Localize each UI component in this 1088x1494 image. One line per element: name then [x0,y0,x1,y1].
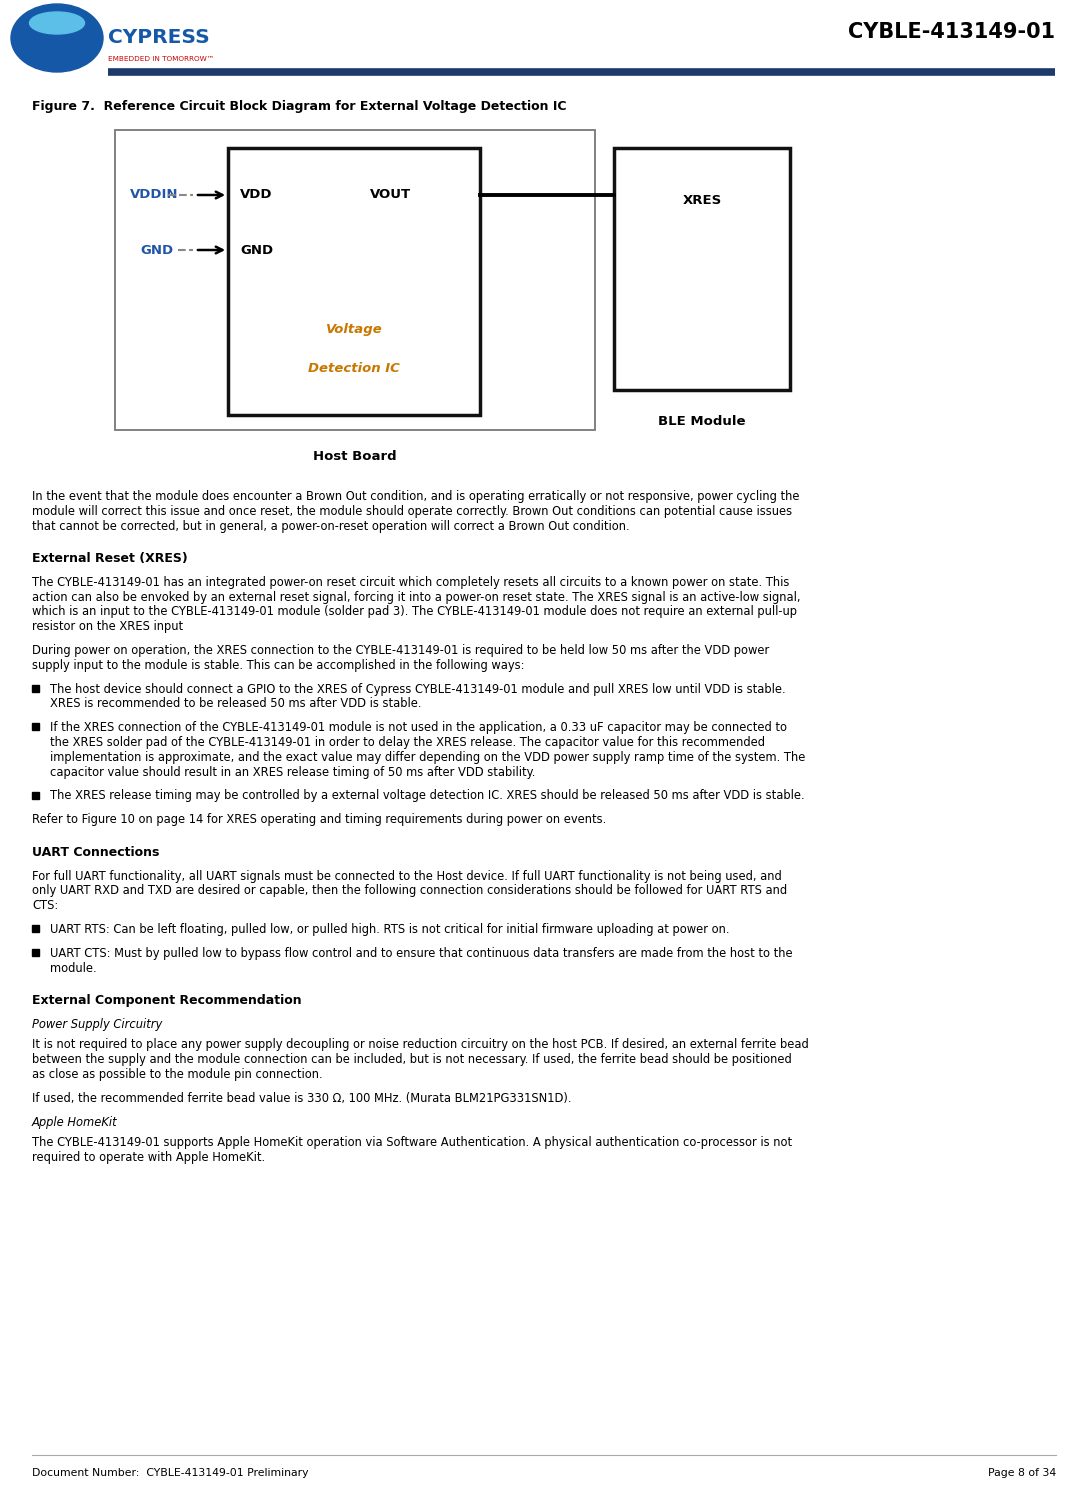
Text: XRES: XRES [682,194,721,206]
Text: VDDIN: VDDIN [129,188,178,202]
Text: CYPRESS: CYPRESS [108,28,210,46]
Text: EMBEDDED IN TOMORROW™: EMBEDDED IN TOMORROW™ [108,55,214,61]
Bar [32,925,39,932]
Ellipse shape [29,12,85,34]
Text: The CYBLE-413149-01 has an integrated power-on reset circuit which completely re: The CYBLE-413149-01 has an integrated po… [32,575,790,589]
Bar [32,684,39,692]
Text: only UART RXD and TXD are desired or capable, then the following connection cons: only UART RXD and TXD are desired or cap… [32,884,787,898]
Text: External Reset (XRES): External Reset (XRES) [32,553,188,565]
Text: XRES is recommended to be released 50 ms after VDD is stable.: XRES is recommended to be released 50 ms… [50,698,421,711]
Text: supply input to the module is stable. This can be accomplished in the following : supply input to the module is stable. Th… [32,659,524,672]
Bar [228,148,480,415]
Text: module.: module. [50,962,97,974]
Text: Host Board: Host Board [313,450,397,463]
Text: If the XRES connection of the CYBLE-413149-01 module is not used in the applicat: If the XRES connection of the CYBLE-4131… [50,722,787,734]
Text: Page 8 of 34: Page 8 of 34 [988,1469,1056,1478]
Text: UART CTS: Must by pulled low to bypass flow control and to ensure that continuou: UART CTS: Must by pulled low to bypass f… [50,947,793,959]
Text: CYBLE-413149-01: CYBLE-413149-01 [848,22,1055,42]
Text: GND: GND [140,244,173,257]
Text: Figure 7.  Reference Circuit Block Diagram for External Voltage Detection IC: Figure 7. Reference Circuit Block Diagra… [32,100,567,114]
Text: the XRES solder pad of the CYBLE-413149-01 in order to delay the XRES release. T: the XRES solder pad of the CYBLE-413149-… [50,737,765,748]
Text: capacitor value should result in an XRES release timing of 50 ms after VDD stabi: capacitor value should result in an XRES… [50,766,535,778]
Text: Refer to Figure 10 on page 14 for XRES operating and timing requirements during : Refer to Figure 10 on page 14 for XRES o… [32,813,606,826]
Text: Voltage: Voltage [325,324,382,336]
Text: The host device should connect a GPIO to the XRES of Cypress CYBLE-413149-01 mod: The host device should connect a GPIO to… [50,683,786,696]
Text: that cannot be corrected, but in general, a power-on-reset operation will correc: that cannot be corrected, but in general… [32,520,630,532]
Text: If used, the recommended ferrite bead value is 330 Ω, 100 MHz. (Murata BLM21PG33: If used, the recommended ferrite bead va… [32,1092,571,1104]
Text: action can also be envoked by an external reset signal, forcing it into a power-: action can also be envoked by an externa… [32,590,801,604]
Text: During power on operation, the XRES connection to the CYBLE-413149-01 is require: During power on operation, the XRES conn… [32,644,769,657]
Text: For full UART functionality, all UART signals must be connected to the Host devi: For full UART functionality, all UART si… [32,870,782,883]
Text: required to operate with Apple HomeKit.: required to operate with Apple HomeKit. [32,1150,265,1164]
Bar [115,130,595,430]
Text: resistor on the XRES input: resistor on the XRES input [32,620,183,633]
Text: Apple HomeKit: Apple HomeKit [32,1116,118,1128]
Text: Power Supply Circuitry: Power Supply Circuitry [32,1017,162,1031]
Text: In the event that the module does encounter a Brown Out condition, and is operat: In the event that the module does encoun… [32,490,800,503]
Text: Document Number:  CYBLE-413149-01 Preliminary: Document Number: CYBLE-413149-01 Prelimi… [32,1469,309,1478]
Text: Detection IC: Detection IC [308,362,400,375]
Text: CTS:: CTS: [32,899,59,913]
Text: VOUT: VOUT [370,188,411,202]
Text: The CYBLE-413149-01 supports Apple HomeKit operation via Software Authentication: The CYBLE-413149-01 supports Apple HomeK… [32,1135,792,1149]
Text: BLE Module: BLE Module [658,415,745,427]
Text: External Component Recommendation: External Component Recommendation [32,995,301,1007]
Bar [32,792,39,799]
Text: implementation is approximate, and the exact value may differ depending on the V: implementation is approximate, and the e… [50,751,805,763]
Text: which is an input to the CYBLE-413149-01 module (solder pad 3). The CYBLE-413149: which is an input to the CYBLE-413149-01… [32,605,798,619]
Ellipse shape [11,4,103,72]
Text: UART RTS: Can be left floating, pulled low, or pulled high. RTS is not critical : UART RTS: Can be left floating, pulled l… [50,923,729,937]
Text: VDD: VDD [240,188,272,202]
Text: UART Connections: UART Connections [32,846,159,859]
Text: The XRES release timing may be controlled by a external voltage detection IC. XR: The XRES release timing may be controlle… [50,789,805,802]
Text: as close as possible to the module pin connection.: as close as possible to the module pin c… [32,1068,323,1082]
Bar [32,723,39,731]
Text: between the supply and the module connection can be included, but is not necessa: between the supply and the module connec… [32,1053,792,1067]
Bar [32,949,39,956]
Text: It is not required to place any power supply decoupling or noise reduction circu: It is not required to place any power su… [32,1038,808,1052]
Bar [614,148,790,390]
Text: GND: GND [240,244,273,257]
Text: module will correct this issue and once reset, the module should operate correct: module will correct this issue and once … [32,505,792,518]
